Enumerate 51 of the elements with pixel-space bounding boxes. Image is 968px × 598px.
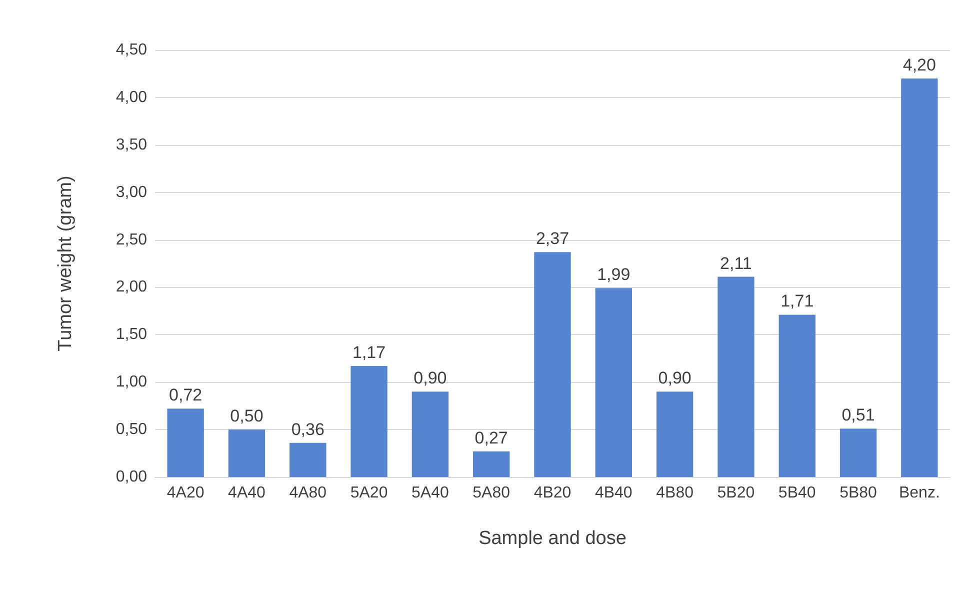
- x-tick-label: 4A80: [289, 484, 327, 502]
- x-tick-label: 5B20: [717, 484, 755, 502]
- bar: [595, 288, 632, 477]
- x-axis-title: Sample and dose: [478, 528, 626, 549]
- x-tick-label: 4B80: [656, 484, 694, 502]
- x-tick-label: 4A40: [228, 484, 266, 502]
- y-tick-label: 2,00: [116, 278, 148, 296]
- x-tick-label: Benz.: [898, 484, 940, 502]
- x-tick-label: 5A20: [350, 484, 388, 502]
- bar: [167, 408, 204, 477]
- bar: [901, 78, 938, 477]
- y-tick-label: 3,00: [116, 184, 148, 201]
- x-tick-label: 5B40: [778, 484, 816, 502]
- data-label: 2,11: [720, 254, 752, 273]
- data-label: 0,90: [658, 368, 692, 388]
- x-tick-label: 5A40: [412, 484, 449, 502]
- x-tick-label: 4A20: [166, 484, 204, 502]
- y-tick-label: 2,50: [116, 231, 148, 248]
- data-label: 0,27: [474, 428, 508, 448]
- data-label: 0,90: [414, 368, 447, 388]
- bar: [778, 314, 816, 477]
- bar: [840, 428, 877, 477]
- data-label: 4,20: [902, 55, 936, 74]
- bar: [228, 430, 266, 477]
- bar: [412, 392, 449, 477]
- y-tick-label: 4,00: [116, 88, 148, 106]
- y-tick-label: 0,00: [116, 468, 148, 486]
- bar: [656, 392, 694, 477]
- data-label: 1,71: [780, 292, 814, 311]
- bar: [290, 442, 326, 477]
- x-tick-label: 5B80: [840, 484, 878, 502]
- data-label: 1,99: [597, 265, 630, 284]
- data-label: 1,17: [352, 342, 386, 362]
- data-label: 2,37: [536, 229, 570, 248]
- y-tick-label: 1,00: [116, 374, 148, 391]
- data-label: 0,36: [291, 420, 324, 439]
- data-label: 0,50: [230, 406, 264, 426]
- y-tick-label: 3,50: [116, 136, 148, 154]
- bar: [534, 252, 571, 477]
- y-tick-label: 4,50: [116, 42, 148, 58]
- data-label: 0,51: [842, 406, 875, 425]
- y-axis-title: Tumor weight (gram): [55, 176, 76, 352]
- y-tick-label: 1,50: [116, 326, 148, 344]
- bar: [473, 451, 510, 477]
- y-tick-label: 0,50: [116, 421, 148, 438]
- x-tick-label: 4B20: [534, 484, 572, 502]
- x-tick-label: 4B40: [594, 484, 632, 502]
- x-tick-label: 5A80: [472, 484, 510, 502]
- bar: [718, 276, 754, 477]
- data-label: 0,72: [169, 386, 202, 405]
- bar: [350, 366, 388, 477]
